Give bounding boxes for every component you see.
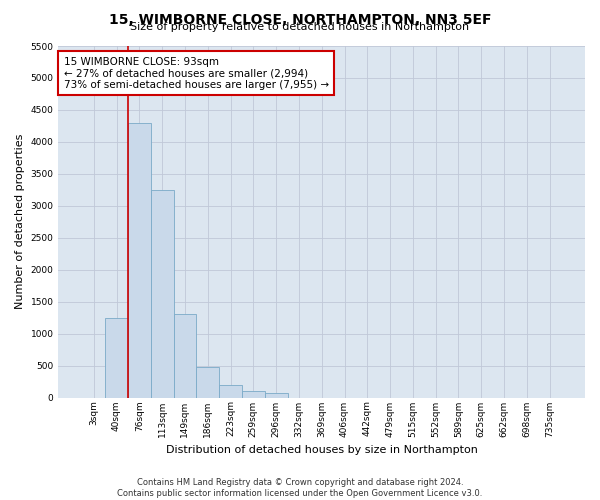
Bar (128, 122, 151, 398)
Text: Contains HM Land Registry data © Crown copyright and database right 2024.
Contai: Contains HM Land Registry data © Crown c… (118, 478, 482, 498)
Text: Size of property relative to detached houses in Northampton: Size of property relative to detached ho… (130, 22, 470, 32)
Text: 15, WIMBORNE CLOSE, NORTHAMPTON, NN3 5EF: 15, WIMBORNE CLOSE, NORTHAMPTON, NN3 5EF (109, 12, 491, 26)
Bar (265, 392, 287, 398)
Text: 15 WIMBORNE CLOSE: 93sqm
← 27% of detached houses are smaller (2,994)
73% of sem: 15 WIMBORNE CLOSE: 93sqm ← 27% of detach… (64, 56, 329, 90)
Bar (105, 318, 128, 398)
Bar (151, 190, 173, 398)
Y-axis label: Number of detached properties: Number of detached properties (15, 134, 25, 310)
Bar (219, 384, 242, 398)
X-axis label: Distribution of detached houses by size in Northampton: Distribution of detached houses by size … (166, 445, 478, 455)
Bar (196, 367, 219, 398)
Bar (173, 314, 196, 398)
Bar (242, 391, 265, 398)
